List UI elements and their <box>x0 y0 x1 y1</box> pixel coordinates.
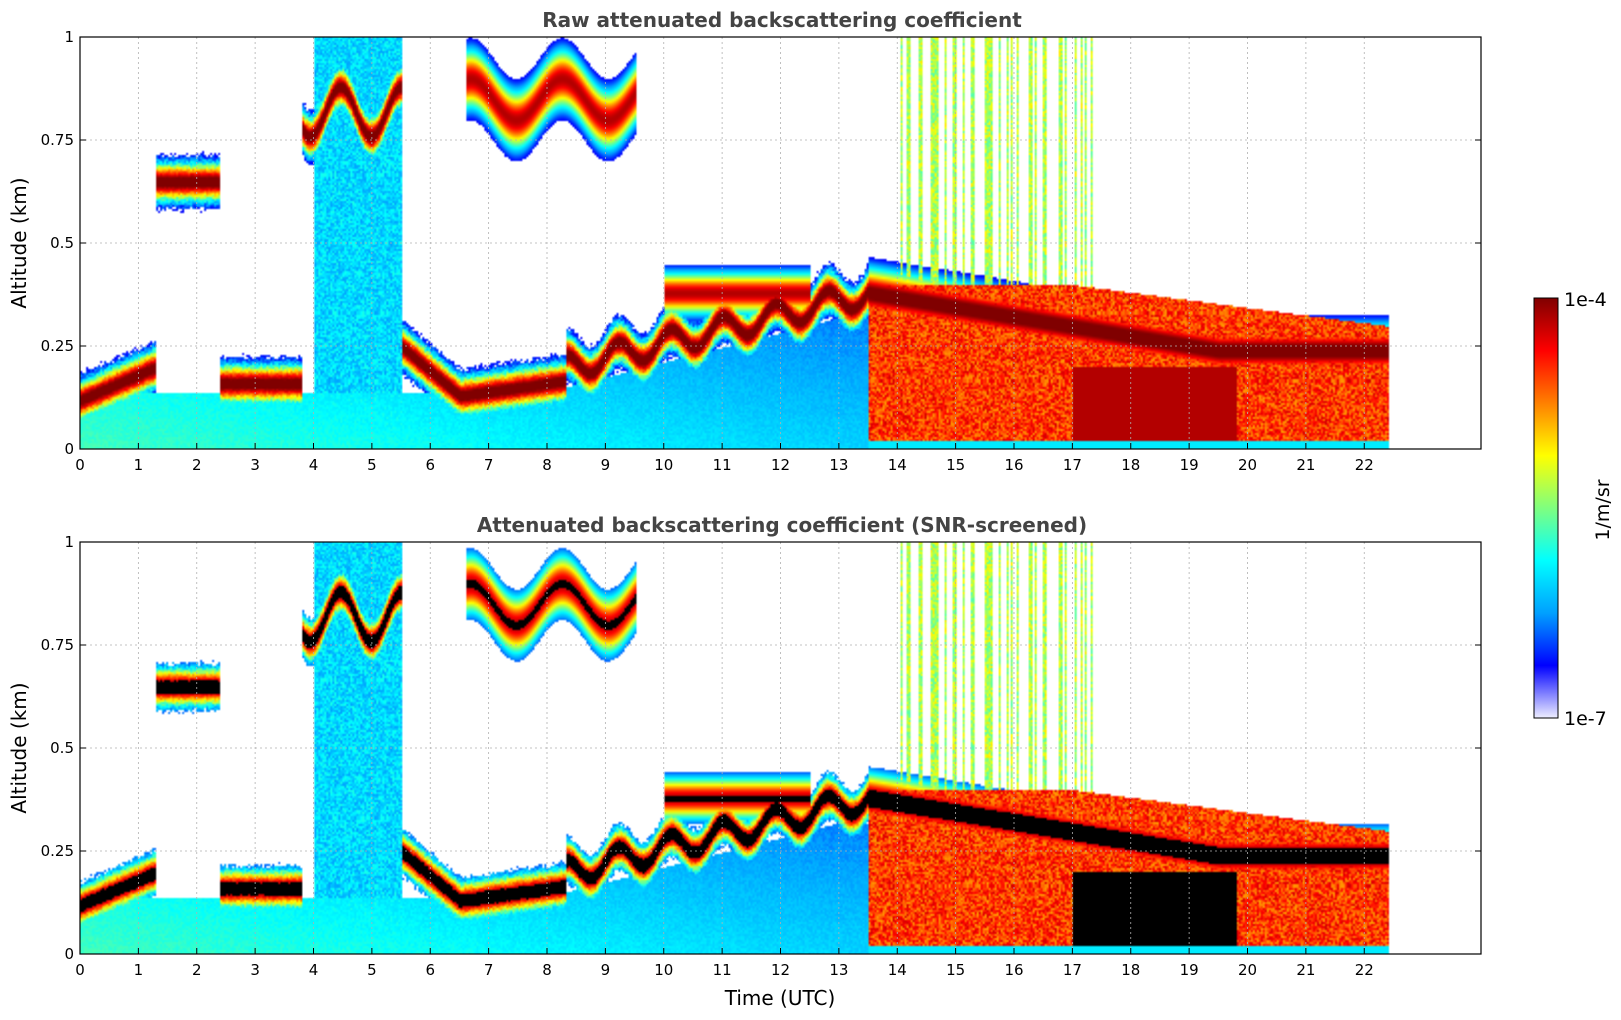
panel-raw-ylabel: Altitude (km) <box>7 177 31 308</box>
x-tick-label: 12 <box>771 456 790 474</box>
x-tick-label: 15 <box>946 456 965 474</box>
x-tick-label: 10 <box>654 456 673 474</box>
x-tick-label: 1 <box>134 456 144 474</box>
x-tick-label: 14 <box>888 961 907 979</box>
colorbar-unit-label: 1/m/sr <box>1592 479 1614 540</box>
x-tick-label: 15 <box>946 961 965 979</box>
colorbar: 1e-4 1e-7 1/m/sr <box>1533 289 1614 730</box>
x-tick-label: 0 <box>75 456 85 474</box>
x-tick-label: 20 <box>1238 961 1257 979</box>
x-tick-label: 4 <box>309 456 319 474</box>
x-tick-label: 4 <box>309 961 319 979</box>
panel-raw-title: Raw attenuated backscattering coefficien… <box>542 8 1022 32</box>
x-tick-label: 8 <box>542 961 552 979</box>
x-tick-label: 3 <box>250 456 260 474</box>
x-tick-label: 3 <box>250 961 260 979</box>
panel-screened-grid <box>79 542 1481 954</box>
y-tick-label: 0.75 <box>41 131 74 149</box>
colorbar-min-label: 1e-7 <box>1564 708 1607 730</box>
x-tick-label: 16 <box>1004 456 1023 474</box>
y-tick-label: 0.75 <box>41 636 74 654</box>
y-tick-label: 0.25 <box>41 337 74 355</box>
x-tick-label: 6 <box>425 456 435 474</box>
x-tick-label: 19 <box>1180 961 1199 979</box>
x-tick-label: 16 <box>1004 961 1023 979</box>
y-tick-label: 0.5 <box>50 739 74 757</box>
x-tick-label: 13 <box>829 456 848 474</box>
x-tick-label: 11 <box>713 456 732 474</box>
panel-screened-title: Attenuated backscattering coefficient (S… <box>477 513 1087 537</box>
colorbar-max-label: 1e-4 <box>1564 289 1607 311</box>
panel-screened-y-ticks: 0 0.25 0.5 0.75 1 <box>41 533 1481 963</box>
x-tick-label: 19 <box>1180 456 1199 474</box>
x-tick-label: 18 <box>1121 456 1140 474</box>
y-tick-label: 1 <box>64 28 74 46</box>
x-tick-label: 10 <box>654 961 673 979</box>
x-tick-label: 17 <box>1063 456 1082 474</box>
y-tick-label: 0 <box>64 945 74 963</box>
panel-screened-xlabel: Time (UTC) <box>724 986 836 1010</box>
x-tick-label: 1 <box>134 961 144 979</box>
y-tick-label: 1 <box>64 533 74 551</box>
x-tick-label: 2 <box>192 961 202 979</box>
x-tick-label: 22 <box>1355 456 1374 474</box>
panel-screened-x-ticks: 0 1 2 3 4 5 6 7 8 9 10 11 12 13 14 15 16 17 18 19 20 21 22 <box>75 948 1374 979</box>
x-tick-label: 11 <box>713 961 732 979</box>
x-tick-label: 21 <box>1296 456 1315 474</box>
x-tick-label: 5 <box>367 456 377 474</box>
x-tick-label: 2 <box>192 456 202 474</box>
x-tick-label: 8 <box>542 456 552 474</box>
x-tick-label: 17 <box>1063 961 1082 979</box>
x-tick-label: 6 <box>425 961 435 979</box>
y-tick-label: 0.25 <box>41 842 74 860</box>
x-tick-label: 7 <box>484 456 494 474</box>
colorbar-bar <box>1533 297 1559 719</box>
x-tick-label: 9 <box>601 961 611 979</box>
x-tick-label: 18 <box>1121 961 1140 979</box>
x-tick-label: 14 <box>888 456 907 474</box>
x-tick-label: 7 <box>484 961 494 979</box>
panel-raw-grid <box>79 37 1481 449</box>
x-tick-label: 0 <box>75 961 85 979</box>
x-tick-label: 21 <box>1296 961 1315 979</box>
panel-raw: Raw attenuated backscattering coefficien… <box>7 8 1482 474</box>
y-tick-label: 0.5 <box>50 234 74 252</box>
x-tick-label: 5 <box>367 961 377 979</box>
x-tick-label: 22 <box>1355 961 1374 979</box>
x-tick-label: 13 <box>829 961 848 979</box>
panel-screened: Attenuated backscattering coefficient (S… <box>7 513 1482 1010</box>
y-tick-label: 0 <box>64 440 74 458</box>
panel-screened-ylabel: Altitude (km) <box>7 682 31 813</box>
x-tick-label: 20 <box>1238 456 1257 474</box>
panel-raw-x-ticks: 0 1 2 3 4 5 6 7 8 9 10 11 12 13 14 15 16 17 18 19 20 21 22 <box>75 443 1374 474</box>
panel-raw-y-ticks: 0 0.25 0.5 0.75 1 <box>41 28 1481 458</box>
x-tick-label: 12 <box>771 961 790 979</box>
x-tick-label: 9 <box>601 456 611 474</box>
